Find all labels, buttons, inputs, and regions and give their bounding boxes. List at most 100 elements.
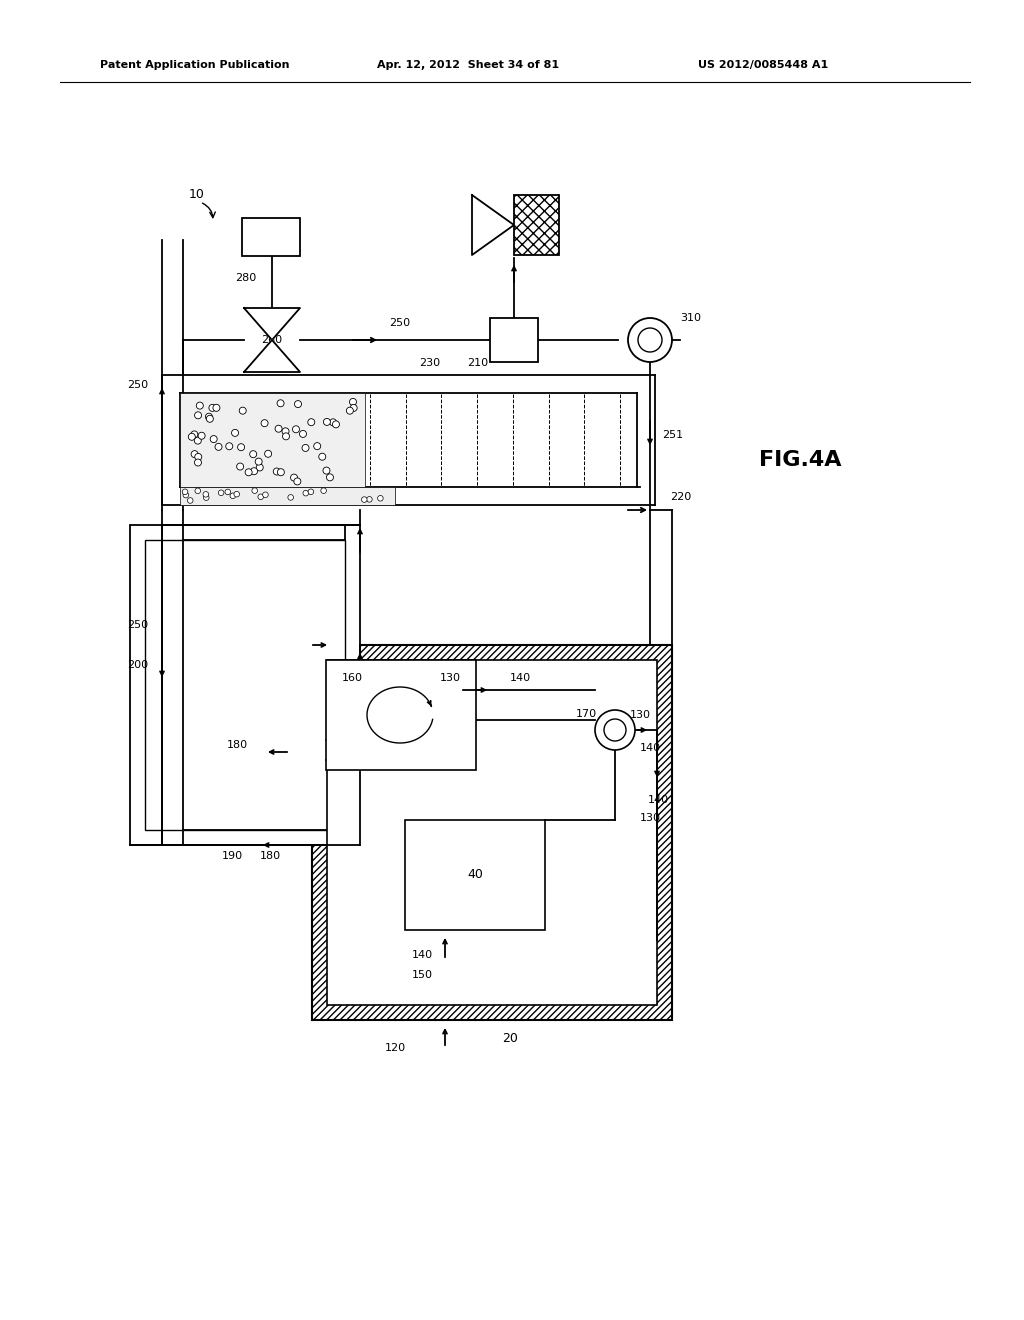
- Text: 230: 230: [420, 358, 440, 368]
- Circle shape: [313, 442, 321, 450]
- Circle shape: [349, 399, 356, 405]
- Circle shape: [197, 403, 204, 409]
- Circle shape: [321, 488, 327, 494]
- Circle shape: [210, 436, 217, 442]
- Circle shape: [182, 488, 187, 495]
- Text: 251: 251: [662, 430, 683, 440]
- Circle shape: [225, 490, 230, 495]
- Circle shape: [361, 496, 367, 503]
- Circle shape: [273, 469, 281, 475]
- Text: 250: 250: [127, 380, 148, 389]
- Circle shape: [225, 442, 232, 450]
- Text: 40: 40: [467, 869, 483, 882]
- Circle shape: [183, 492, 188, 498]
- Text: 130: 130: [630, 710, 650, 719]
- Circle shape: [209, 404, 216, 412]
- Circle shape: [294, 478, 301, 484]
- Circle shape: [256, 463, 263, 471]
- Polygon shape: [244, 341, 300, 372]
- Text: 240: 240: [264, 358, 286, 368]
- Polygon shape: [472, 195, 514, 255]
- Circle shape: [240, 407, 246, 414]
- Text: 140: 140: [412, 950, 433, 960]
- Bar: [145, 540, 345, 830]
- Circle shape: [367, 496, 372, 502]
- Circle shape: [258, 494, 263, 499]
- Text: 210: 210: [467, 358, 488, 368]
- Circle shape: [203, 491, 209, 498]
- Circle shape: [215, 444, 222, 450]
- Text: 150: 150: [412, 970, 433, 979]
- Circle shape: [278, 469, 285, 475]
- Text: 180: 180: [259, 851, 281, 861]
- Circle shape: [195, 412, 202, 418]
- Circle shape: [604, 719, 626, 741]
- Circle shape: [190, 430, 198, 438]
- Text: 10: 10: [189, 189, 205, 202]
- Text: 140: 140: [648, 795, 669, 805]
- Circle shape: [333, 421, 339, 428]
- Circle shape: [628, 318, 672, 362]
- Circle shape: [308, 418, 314, 425]
- Circle shape: [261, 420, 268, 426]
- Circle shape: [237, 463, 244, 470]
- Circle shape: [187, 498, 194, 503]
- Bar: [406, 820, 545, 931]
- Bar: [180, 393, 365, 487]
- Text: 130: 130: [439, 673, 461, 682]
- Circle shape: [638, 327, 662, 352]
- Circle shape: [288, 495, 294, 500]
- Text: 20: 20: [502, 1031, 518, 1044]
- Circle shape: [595, 710, 635, 750]
- Circle shape: [233, 491, 240, 496]
- Circle shape: [218, 490, 224, 495]
- Circle shape: [378, 495, 383, 502]
- Circle shape: [302, 445, 309, 451]
- Circle shape: [231, 429, 239, 437]
- Text: 220: 220: [670, 492, 691, 502]
- Circle shape: [195, 488, 201, 494]
- Text: 260: 260: [261, 335, 283, 345]
- Circle shape: [195, 437, 202, 444]
- Circle shape: [198, 432, 205, 440]
- Circle shape: [346, 407, 353, 414]
- Text: 200: 200: [127, 660, 148, 671]
- Text: 300: 300: [535, 220, 555, 230]
- Circle shape: [323, 467, 330, 474]
- Text: US 2012/0085448 A1: US 2012/0085448 A1: [698, 59, 828, 70]
- Text: Patent Application Publication: Patent Application Publication: [100, 59, 290, 70]
- Bar: [327, 660, 657, 1005]
- Text: 140: 140: [640, 743, 662, 752]
- Circle shape: [324, 418, 331, 425]
- Circle shape: [308, 488, 313, 495]
- Text: Apr. 12, 2012  Sheet 34 of 81: Apr. 12, 2012 Sheet 34 of 81: [377, 59, 559, 70]
- Circle shape: [206, 413, 212, 420]
- Circle shape: [318, 453, 326, 461]
- Text: 250: 250: [127, 620, 148, 630]
- Circle shape: [283, 433, 290, 440]
- Circle shape: [245, 469, 252, 475]
- Text: 130: 130: [640, 813, 662, 822]
- Text: 280: 280: [234, 273, 256, 282]
- Circle shape: [330, 418, 337, 426]
- Text: 250: 250: [389, 318, 411, 327]
- Circle shape: [275, 425, 282, 432]
- Bar: [326, 660, 476, 770]
- Circle shape: [278, 400, 284, 407]
- Circle shape: [250, 450, 257, 458]
- Bar: [490, 318, 538, 362]
- Circle shape: [251, 467, 258, 475]
- Circle shape: [252, 488, 257, 494]
- Circle shape: [291, 474, 298, 480]
- Circle shape: [327, 474, 334, 480]
- Circle shape: [195, 459, 202, 466]
- Circle shape: [213, 404, 220, 412]
- Text: 160: 160: [342, 673, 362, 682]
- Circle shape: [255, 458, 262, 465]
- Circle shape: [262, 492, 268, 498]
- Bar: [312, 645, 672, 1020]
- Circle shape: [303, 490, 308, 496]
- Circle shape: [195, 454, 202, 461]
- Circle shape: [188, 433, 196, 441]
- Circle shape: [295, 400, 301, 408]
